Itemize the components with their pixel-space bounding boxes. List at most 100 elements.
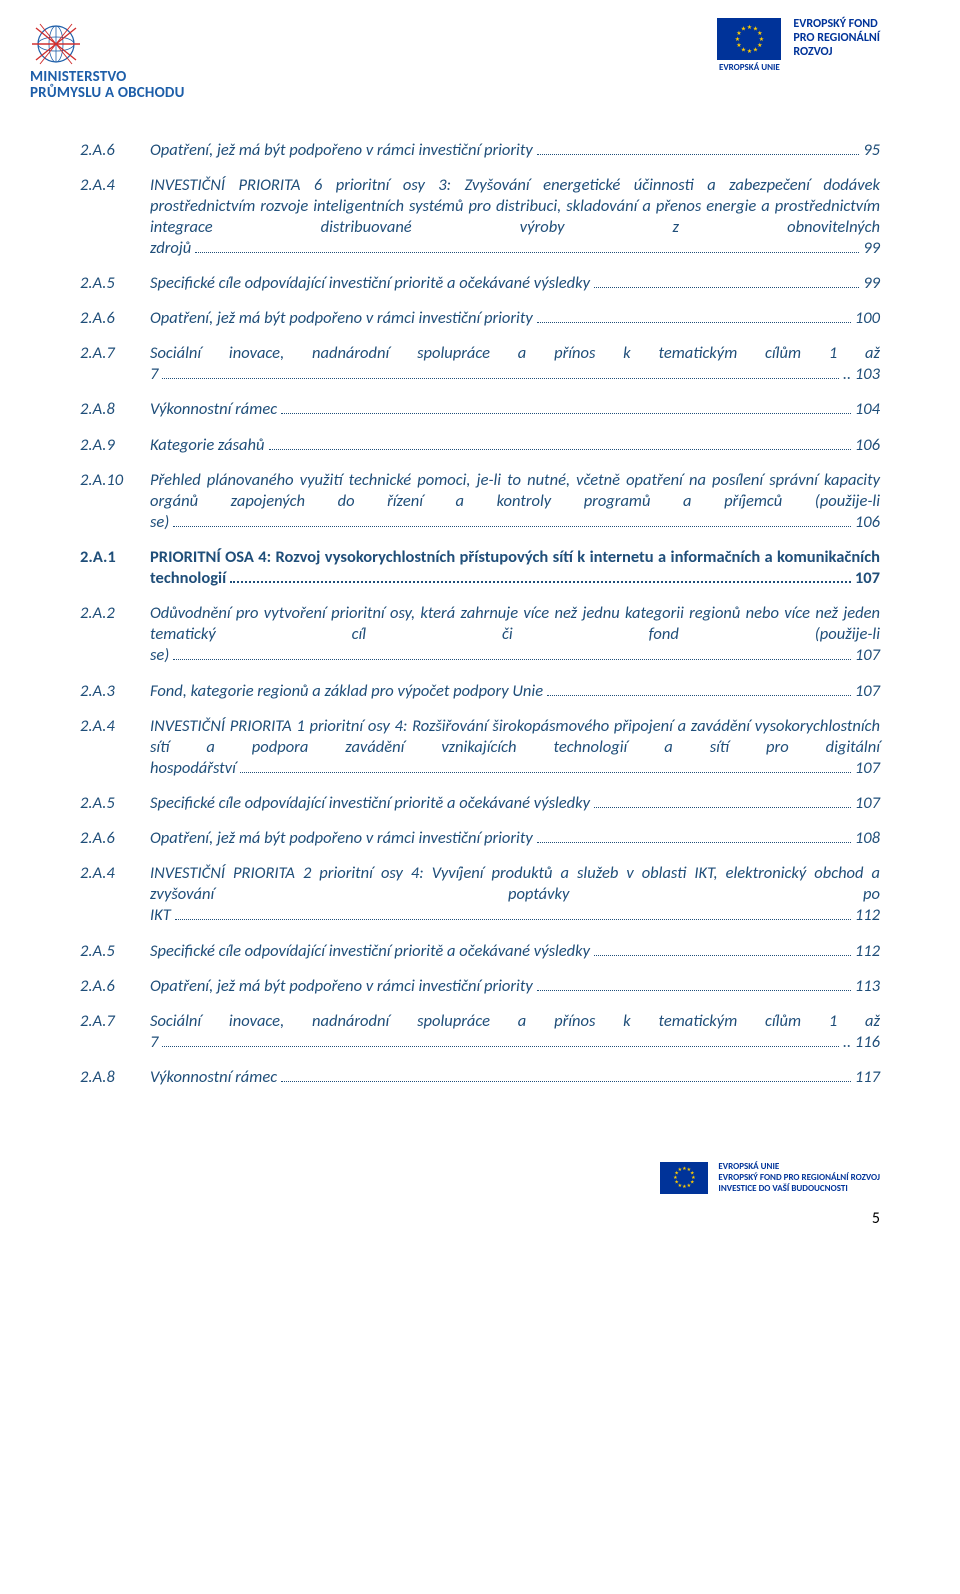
toc-entry-title: Specifické cíle odpovídající investiční … [150,273,590,294]
toc-entry-title: Opatření, jež má být podpořeno v rámci i… [150,976,533,997]
toc-entry-title-tail: hospodářství [150,758,236,779]
toc-entry-title: Opatření, jež má být podpořeno v rámci i… [150,140,533,161]
toc-entry: 2.A.8Výkonnostní rámec 104 [80,399,880,420]
toc-entry-number: 2.A.5 [80,793,150,814]
toc-entry-title: PRIORITNÍ OSA 4: Rozvoj vysokorychlostní… [150,547,880,567]
toc-entry-page: 104 [855,399,880,420]
toc-entry-title: Opatření, jež má být podpořeno v rámci i… [150,308,533,329]
toc-entry-page: .. 116 [843,1032,880,1053]
toc-entry-body: Přehled plánovaného využití technické po… [150,470,880,533]
toc-entry-page: 107 [855,681,880,702]
toc-entry-page: 107 [855,758,880,779]
toc-entry-title: Přehled plánovaného využití technické po… [150,470,880,511]
toc-entry-title: INVESTIČNÍ PRIORITA 6 prioritní osy 3: Z… [150,175,880,237]
toc-entry-body: PRIORITNÍ OSA 4: Rozvoj vysokorychlostní… [150,547,880,589]
toc-entry-title: Fond, kategorie regionů a základ pro výp… [150,681,543,702]
efrr-line3: ROZVOJ [793,46,880,60]
toc-entry: 2.A.5Specifické cíle odpovídající invest… [80,941,880,962]
toc-entry-number: 2.A.4 [80,716,150,737]
toc-entry-page: 99 [863,238,880,259]
efrr-line1: EVROPSKÝ FOND [793,18,880,32]
toc-entry-number: 2.A.5 [80,273,150,294]
toc-entry-title: Odůvodnění pro vytvoření prioritní osy, … [150,603,880,644]
toc-entry-number: 2.A.7 [80,1011,150,1032]
toc-entry-title: INVESTIČNÍ PRIORITA 1 prioritní osy 4: R… [150,716,880,757]
toc-entry-title: INVESTIČNÍ PRIORITA 2 prioritní osy 4: V… [150,863,880,904]
toc-entry: 2.A.2Odůvodnění pro vytvoření prioritní … [80,603,880,666]
toc-entry-page: 117 [855,1067,880,1088]
toc-entry-number: 2.A.9 [80,435,150,456]
toc-entry: 2.A.8Výkonnostní rámec 117 [80,1067,880,1088]
toc-entry-number: 2.A.6 [80,140,150,161]
toc-entry-page: .. 103 [843,364,880,385]
toc-entry: 2.A.6Opatření, jež má být podpořeno v rá… [80,976,880,997]
toc-entry: 2.A.6Opatření, jež má být podpořeno v rá… [80,828,880,849]
toc-entry-number: 2.A.3 [80,681,150,702]
eu-logo-block: ★★★★★★★★★★★★ EVROPSKÁ UNIE EVROPSKÝ FOND… [717,18,880,73]
toc-entry-title-tail: 7 [150,364,158,385]
toc-entry-page: 106 [855,435,880,456]
toc-entry-title-tail: zdrojů [150,238,191,259]
toc-entry: 2.A.5Specifické cíle odpovídající invest… [80,793,880,814]
toc-entry-body: Odůvodnění pro vytvoření prioritní osy, … [150,603,880,666]
toc-entry: 2.A.4INVESTIČNÍ PRIORITA 2 prioritní osy… [80,863,880,926]
toc-entry-title-tail: technologií [150,568,226,589]
mpo-logo-block: MINISTERSTVO PRŮMYSLU A OBCHODU [30,18,185,102]
toc-entry-number: 2.A.1 [80,547,150,568]
toc-entry-number: 2.A.10 [80,470,150,491]
toc-entry-title-tail: 7 [150,1032,158,1053]
toc-entry-title-tail: IKT [150,905,171,926]
toc-entry-number: 2.A.4 [80,175,150,196]
toc-entry: 2.A.4INVESTIČNÍ PRIORITA 6 prioritní osy… [80,175,880,259]
toc-entry-number: 2.A.5 [80,941,150,962]
toc-entry-title: Specifické cíle odpovídající investiční … [150,941,590,962]
toc-entry-number: 2.A.8 [80,1067,150,1088]
toc-entry-body: INVESTIČNÍ PRIORITA 6 prioritní osy 3: Z… [150,175,880,259]
toc-entry-number: 2.A.6 [80,828,150,849]
toc-entry-page: 95 [863,140,880,161]
toc-entry-page: 106 [855,512,880,533]
toc-entry-number: 2.A.2 [80,603,150,624]
toc-entry-number: 2.A.7 [80,343,150,364]
toc-entry: 2.A.10Přehled plánovaného využití techni… [80,470,880,533]
toc-entry-number: 2.A.6 [80,976,150,997]
efrr-line2: PRO REGIONÁLNÍ [793,32,880,46]
toc-entry-body: INVESTIČNÍ PRIORITA 1 prioritní osy 4: R… [150,716,880,779]
toc-entry-page: 112 [855,905,880,926]
table-of-contents: 2.A.6Opatření, jež má být podpořeno v rá… [80,140,880,1089]
toc-entry-number: 2.A.6 [80,308,150,329]
toc-entry-title: Sociální inovace, nadnárodní spolupráce … [150,343,880,363]
page-footer: ★★★★★★★★★★★★ EVROPSKÁ UNIE EVROPSKÝ FOND… [0,1142,960,1214]
toc-entry-page: 99 [863,273,880,294]
toc-entry-page: 112 [855,941,880,962]
toc-entry: 2.A.5Specifické cíle odpovídající invest… [80,273,880,294]
mpo-globe-icon [30,18,82,70]
eu-flag-icon: ★★★★★★★★★★★★ [717,18,781,60]
toc-entry-body: INVESTIČNÍ PRIORITA 2 prioritní osy 4: V… [150,863,880,926]
toc-entry-page: 107 [855,645,880,666]
footer-line3: INVESTICE DO VAŠÍ BUDOUCNOSTI [718,1184,880,1195]
toc-entry-page: 108 [855,828,880,849]
toc-entry: 2.A.6Opatření, jež má být podpořeno v rá… [80,140,880,161]
eu-flag-icon: ★★★★★★★★★★★★ [660,1162,708,1194]
toc-entry: 2.A.1PRIORITNÍ OSA 4: Rozvoj vysokorychl… [80,547,880,589]
toc-entry-body: Sociální inovace, nadnárodní spolupráce … [150,343,880,385]
toc-entry-page: 113 [855,976,880,997]
toc-entry-title-tail: se) [150,512,169,533]
toc-entry-number: 2.A.4 [80,863,150,884]
toc-entry-title: Opatření, jež má být podpořeno v rámci i… [150,828,533,849]
toc-entry-title-tail: se) [150,645,169,666]
page-number: 5 [0,1209,960,1228]
toc-entry-number: 2.A.8 [80,399,150,420]
toc-entry-title: Výkonnostní rámec [150,1067,277,1088]
toc-entry: 2.A.7Sociální inovace, nadnárodní spolup… [80,343,880,385]
eu-union-label: EVROPSKÁ UNIE [719,62,780,73]
toc-entry: 2.A.3Fond, kategorie regionů a základ pr… [80,681,880,702]
toc-entry: 2.A.4INVESTIČNÍ PRIORITA 1 prioritní osy… [80,716,880,779]
toc-entry-title: Výkonnostní rámec [150,399,277,420]
toc-entry-title: Specifické cíle odpovídající investiční … [150,793,590,814]
page-header: MINISTERSTVO PRŮMYSLU A OBCHODU ★★★★★★★★… [0,0,960,112]
toc-entry-title: Kategorie zásahů [150,435,265,456]
toc-entry-page: 107 [855,793,880,814]
toc-entry-page: 107 [855,568,880,589]
